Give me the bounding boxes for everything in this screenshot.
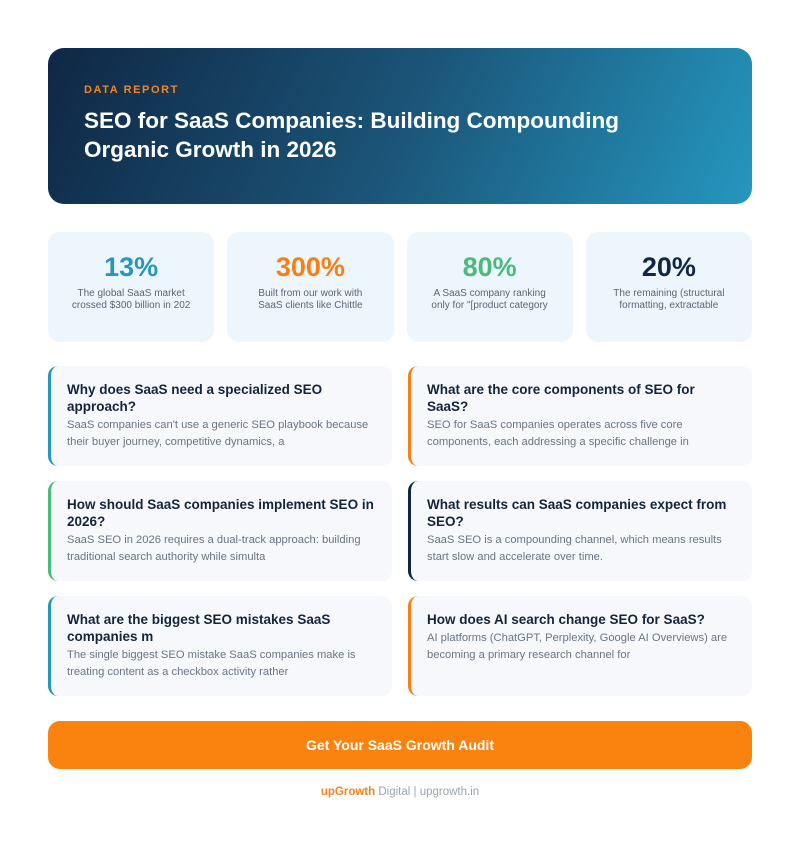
faq-card[interactable]: How should SaaS companies implement SEO … — [48, 481, 392, 581]
faq-grid: Why does SaaS need a specialized SEO app… — [48, 366, 752, 696]
stat-card: 20% The remaining (structural formatting,… — [585, 232, 752, 342]
faq-body: AI platforms (ChatGPT, Perplexity, Googl… — [427, 632, 728, 661]
faq-card[interactable]: How does AI search change SEO for SaaS? A… — [408, 596, 752, 696]
faq-card[interactable]: What are the biggest SEO mistakes SaaS c… — [48, 596, 392, 696]
stat-card: 80% A SaaS company ranking only for "[pro… — [406, 232, 573, 342]
hero-banner: DATA REPORT SEO for SaaS Companies: Buil… — [48, 48, 752, 204]
stat-description: The global SaaS market crossed $300 bill… — [71, 288, 191, 311]
faq-card[interactable]: What results can SaaS companies expect f… — [408, 481, 752, 581]
stat-description: A SaaS company ranking only for "[produc… — [431, 288, 548, 311]
faq-title: What are the core components of SEO for … — [427, 382, 695, 414]
stat-card: 13% The global SaaS market crossed $300 b… — [48, 232, 215, 342]
faq-title: Why does SaaS need a specialized SEO app… — [67, 382, 323, 414]
stats-row: 13% The global SaaS market crossed $300 b… — [48, 232, 752, 342]
stat-value: 300% — [275, 252, 345, 282]
stat-value: 13% — [104, 252, 159, 282]
stat-value: 20% — [641, 252, 696, 282]
footer-brand: upGrowth — [320, 786, 376, 798]
faq-title: What results can SaaS companies expect f… — [427, 497, 727, 529]
footer: upGrowth Digital | upgrowth.in — [0, 786, 800, 798]
faq-title: How should SaaS companies implement SEO … — [67, 497, 374, 529]
stat-card: 300% Built from our work with SaaS client… — [227, 232, 394, 342]
faq-title: How does AI search change SEO for SaaS? — [427, 612, 705, 627]
stat-description: The remaining (structural formatting, ex… — [613, 288, 725, 311]
footer-separator: | — [410, 786, 420, 798]
faq-card[interactable]: Why does SaaS need a specialized SEO app… — [48, 366, 392, 466]
faq-body: SEO for SaaS companies operates across f… — [427, 419, 689, 448]
faq-body: The single biggest SEO mistake SaaS comp… — [67, 649, 356, 678]
faq-body: SaaS SEO is a compounding channel, which… — [427, 534, 722, 563]
footer-site-link[interactable]: upgrowth.in — [419, 786, 480, 798]
faq-body: SaaS SEO in 2026 requires a dual-track a… — [67, 534, 361, 563]
stat-value: 80% — [462, 252, 517, 282]
faq-body: SaaS companies can't use a generic SEO p… — [67, 419, 369, 448]
footer-brand-suffix: Digital — [375, 786, 411, 798]
growth-audit-button[interactable]: Get Your SaaS Growth Audit — [48, 721, 752, 769]
eyebrow-label: DATA REPORT — [84, 84, 180, 96]
stat-description: Built from our work with SaaS clients li… — [258, 288, 363, 311]
faq-title: What are the biggest SEO mistakes SaaS c… — [67, 612, 331, 644]
faq-card[interactable]: What are the core components of SEO for … — [408, 366, 752, 466]
page-title: SEO for SaaS Companies: Building Compoun… — [84, 108, 620, 162]
